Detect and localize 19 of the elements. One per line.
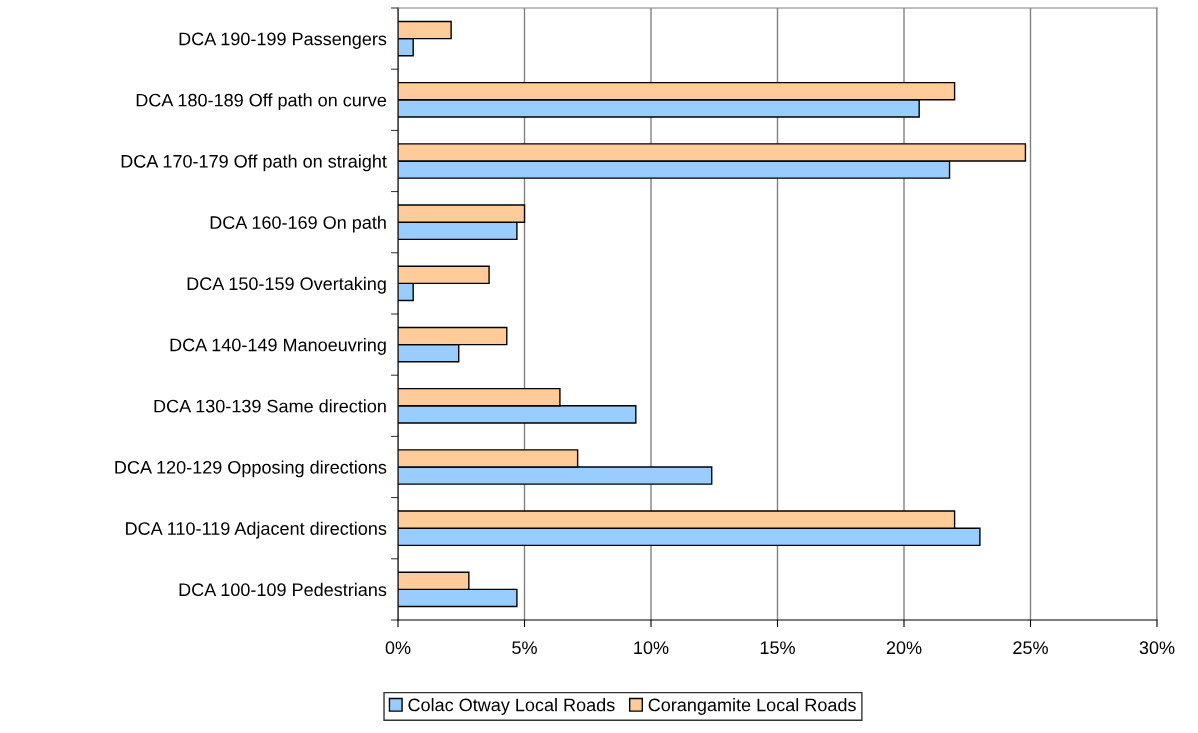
y-tick-label: DCA 110-119 Adjacent directions <box>126 521 387 539</box>
y-tick-label: DCA 150-159 Overtaking <box>187 276 386 294</box>
y-tick-label: DCA 100-109 Pedestrians <box>179 582 387 597</box>
legend-label: Colac Otway Local Roads <box>408 698 615 715</box>
y-tick-label: DCA 170-179 Off path on straight <box>121 154 387 172</box>
y-tick-label: DCA 120-129 Opposing directions <box>115 460 387 478</box>
x-tick-label: 0% <box>385 641 411 655</box>
x-tick-label: 10% <box>634 641 669 655</box>
y-tick-label: DCA 180-189 Off path on curve <box>136 93 387 111</box>
x-tick-label: 20% <box>886 641 922 655</box>
x-tick-label: 25% <box>1013 641 1048 655</box>
legend-label: Corangamite Local Roads <box>648 698 856 715</box>
y-tick-label: DCA 190-199 Passengers <box>179 32 387 49</box>
x-tick-label: 15% <box>760 641 795 655</box>
y-tick-label: DCA 130-139 Same direction <box>154 399 386 413</box>
y-tick-label: DCA 160-169 On path <box>210 215 386 233</box>
x-tick-label: 30% <box>1139 641 1175 655</box>
x-tick-label: 5% <box>512 641 537 655</box>
y-tick-label: DCA 140-149 Manoeuvring <box>170 338 386 355</box>
